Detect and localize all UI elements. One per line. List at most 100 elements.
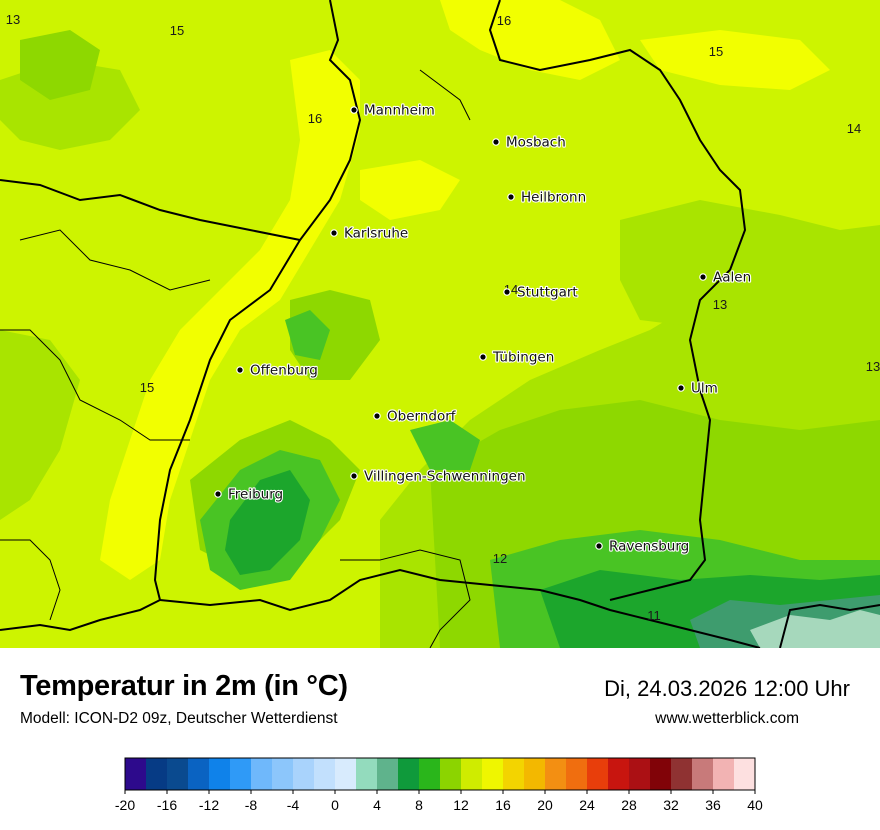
legend-swatch [671,758,693,790]
city-marker[interactable]: Freiburg [214,485,284,504]
legend-ticks: -20 -16 -12 -8 -4 0 4 8 12 16 20 24 28 32 36 40 [115,790,763,813]
legend-swatch [692,758,714,790]
city-marker[interactable]: Heilbronn [507,188,587,207]
legend-tick-label: 36 [705,797,721,813]
legend-swatch [377,758,399,790]
map-title: Temperatur in 2m (in °C) [20,670,348,702]
color-legend: -20 -16 -12 -8 -4 0 4 8 12 16 20 24 28 32 36 40 [115,757,763,813]
city-label: Oberndorf [387,409,457,425]
city-marker[interactable]: Mosbach [492,133,567,152]
legend-swatch [482,758,504,790]
city-dot [492,138,500,146]
city-label: Offenburg [250,363,318,379]
temperature-field [0,0,880,648]
legend-tick-label: 32 [663,797,679,813]
legend-tick-label: 12 [453,797,469,813]
legend-swatch [608,758,630,790]
city-dot [595,542,603,550]
city-label: Tübingen [492,350,554,366]
isotherm-label: 15 [140,380,154,395]
city-label: Freiburg [228,487,283,503]
city-marker[interactable]: Mannheim [350,101,436,120]
legend-tick-label: -12 [199,797,219,813]
isotherm-label: 16 [497,13,511,28]
city-dot [350,106,358,114]
legend-swatches [125,758,756,790]
city-marker[interactable]: Aalen [699,268,752,287]
city-dot [350,472,358,480]
legend-swatch [461,758,483,790]
city-label: Ravensburg [609,539,689,555]
city-marker[interactable]: Ravensburg [595,537,690,556]
city-marker[interactable]: Oberndorf [373,407,458,426]
legend-swatch [356,758,378,790]
legend-swatch [188,758,210,790]
legend-tick-label: 20 [537,797,553,813]
city-dot [214,490,222,498]
legend-swatch [251,758,273,790]
city-label: Mannheim [364,103,435,119]
city-dot [330,229,338,237]
legend-swatch [293,758,315,790]
legend-tick-label: 8 [415,797,423,813]
city-markers: Mannheim Mosbach Heilbronn Karlsruhe Aalen St… [214,101,752,556]
legend-swatch [524,758,546,790]
legend-tick-label: 16 [495,797,511,813]
isotherm-label: 13 [6,12,20,27]
legend-swatch [566,758,588,790]
state-border-line [0,179,301,241]
legend-tick-label: -8 [245,797,258,813]
isotherm-label: 13 [713,297,727,312]
state-border-line [488,0,747,601]
legend-tick-label: -4 [287,797,300,813]
legend-swatch [398,758,420,790]
isotherm-label: 15 [170,23,184,38]
forecast-datetime: Di, 24.03.2026 12:00 Uhr [604,676,850,701]
district-border-line [19,229,211,291]
legend-frame [124,757,756,791]
city-marker[interactable]: Offenburg [236,361,319,380]
isotherm-label: 13 [866,359,880,374]
state-border-line [779,603,880,648]
city-marker[interactable]: Stuttgart [503,283,579,302]
city-dot [503,288,511,296]
legend-tick-label: -20 [115,797,135,813]
legend-tick-label: 28 [621,797,637,813]
field-colder-zone [410,420,480,470]
legend-tick-label: 24 [579,797,595,813]
legend-swatch [440,758,462,790]
isotherm-label: 15 [709,44,723,59]
city-marker[interactable]: Karlsruhe [330,224,409,243]
field-cool-zone [620,200,880,330]
district-border-line [419,69,471,121]
city-label: Ulm [691,381,718,397]
website-link[interactable]: www.wetterblick.com [655,710,799,727]
legend-swatch [734,758,756,790]
city-dot [236,366,244,374]
legend-swatch [419,758,441,790]
legend-tick-label: 0 [331,797,339,813]
legend-swatch [209,758,231,790]
field-cold-zone [20,30,100,100]
legend-swatch [713,758,735,790]
legend-swatch [272,758,294,790]
borders [0,0,880,648]
field-warm-zone [640,30,830,90]
legend-swatch [167,758,189,790]
isotherm-label: 16 [308,111,322,126]
legend-swatch [230,758,252,790]
city-label: Villingen-Schwenningen [364,469,526,485]
city-marker[interactable]: Tübingen [479,348,555,367]
city-label: Stuttgart [517,285,578,301]
city-dot [507,193,515,201]
city-marker[interactable]: Villingen-Schwenningen [350,467,527,486]
state-border-line [0,0,362,632]
field-warm-zone [360,160,460,220]
legend-swatch [503,758,525,790]
district-border-line [0,329,190,441]
city-dot [677,384,685,392]
legend-tick-label: 4 [373,797,381,813]
city-marker[interactable]: Ulm [677,379,719,398]
